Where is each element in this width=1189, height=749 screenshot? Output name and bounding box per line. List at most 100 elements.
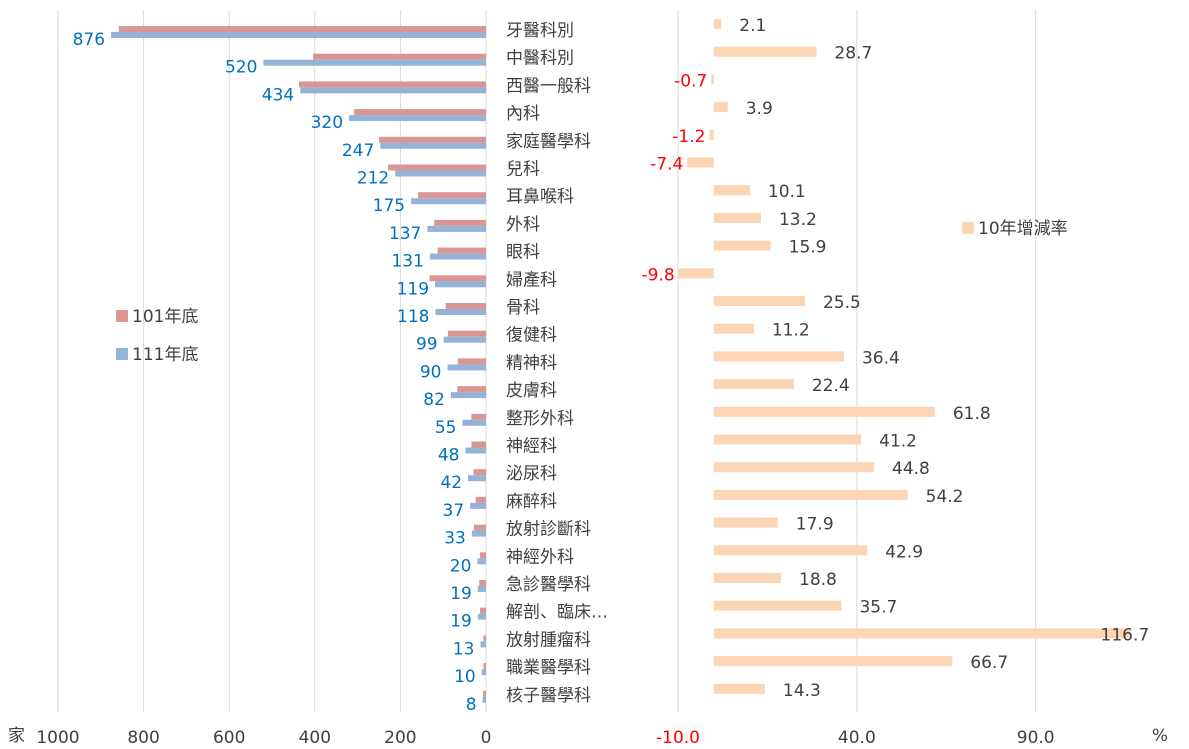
value-label: 33 bbox=[444, 529, 466, 549]
category-label: 牙醫科別 bbox=[506, 21, 574, 41]
legend-label: 111年底 bbox=[132, 345, 198, 365]
bar bbox=[711, 74, 714, 85]
bar bbox=[470, 502, 486, 509]
value-label: 10.1 bbox=[768, 182, 806, 202]
value-label: 41.2 bbox=[879, 432, 917, 452]
value-label: 520 bbox=[225, 58, 257, 78]
bar bbox=[713, 323, 754, 334]
bar bbox=[477, 613, 486, 620]
value-label: 15.9 bbox=[789, 238, 827, 258]
legend-swatch bbox=[962, 222, 974, 234]
value-label: 82 bbox=[423, 390, 445, 410]
value-label: 66.7 bbox=[970, 653, 1008, 673]
bar bbox=[462, 419, 486, 426]
bar bbox=[713, 240, 771, 251]
legend-swatch bbox=[116, 348, 128, 360]
bar bbox=[713, 462, 875, 473]
bar bbox=[349, 115, 486, 122]
value-label: 2.1 bbox=[739, 16, 766, 36]
category-label: 放射腫瘤科 bbox=[506, 630, 591, 650]
bar bbox=[713, 46, 817, 57]
bar bbox=[713, 489, 908, 500]
bar bbox=[480, 641, 486, 648]
value-label: 131 bbox=[391, 252, 423, 272]
bar bbox=[429, 253, 486, 260]
bar bbox=[471, 413, 486, 420]
category-label: 復健科 bbox=[506, 326, 557, 346]
legend-swatch bbox=[116, 310, 128, 322]
category-label: 麻醉科 bbox=[506, 492, 557, 512]
value-label: 175 bbox=[373, 196, 405, 216]
bar bbox=[435, 309, 486, 315]
bar bbox=[118, 26, 486, 32]
value-label: 19 bbox=[450, 612, 472, 632]
category-label: 婦產科 bbox=[506, 270, 557, 290]
value-label: 13 bbox=[453, 639, 475, 659]
bar bbox=[354, 109, 486, 116]
bar bbox=[477, 558, 486, 565]
x-tick-label: 800 bbox=[127, 728, 159, 748]
category-label: 精神科 bbox=[506, 353, 557, 373]
x-tick-label: 40.0 bbox=[838, 728, 876, 748]
bar bbox=[471, 441, 486, 448]
bar bbox=[450, 392, 486, 399]
bar bbox=[713, 573, 782, 583]
category-label: 耳鼻喉科 bbox=[506, 187, 574, 207]
category-label: 核子醫學科 bbox=[506, 686, 591, 706]
value-label: 35.7 bbox=[859, 598, 897, 618]
bar bbox=[443, 336, 486, 343]
bar bbox=[479, 580, 486, 586]
category-label: 內科 bbox=[506, 104, 540, 124]
legend-label: 10年增減率 bbox=[978, 219, 1068, 239]
value-label: 22.4 bbox=[812, 376, 850, 396]
category-label: 皮膚科 bbox=[506, 381, 557, 401]
x-axis-unit: 家 bbox=[8, 726, 25, 746]
value-label: 48 bbox=[438, 446, 460, 466]
value-label: 11.2 bbox=[772, 321, 810, 341]
value-label: 13.2 bbox=[779, 210, 817, 230]
value-label: 17.9 bbox=[796, 515, 834, 535]
value-label: 55 bbox=[435, 418, 457, 438]
bar bbox=[480, 552, 486, 559]
value-label: 10 bbox=[454, 667, 476, 687]
value-label: -7.4 bbox=[650, 155, 683, 175]
bar bbox=[713, 545, 868, 556]
bar bbox=[263, 59, 486, 66]
x-tick-label: -10.0 bbox=[656, 728, 700, 748]
bar bbox=[713, 351, 844, 362]
bar bbox=[473, 469, 486, 476]
value-label: 320 bbox=[311, 113, 343, 133]
category-label: 家庭醫學科 bbox=[506, 132, 591, 152]
value-label: 19 bbox=[450, 584, 472, 604]
bar bbox=[437, 247, 486, 254]
category-label: 中醫科別 bbox=[506, 49, 574, 69]
category-label: 西醫一般科 bbox=[506, 76, 591, 96]
category-label: 骨科 bbox=[506, 298, 540, 318]
value-label: 18.8 bbox=[799, 570, 837, 590]
category-label: 放射診斷科 bbox=[506, 520, 591, 540]
x-tick-label: 200 bbox=[384, 728, 416, 748]
bar bbox=[111, 32, 487, 38]
value-label: 54.2 bbox=[926, 487, 964, 507]
category-label: 職業醫學科 bbox=[506, 658, 591, 678]
category-label: 眼科 bbox=[506, 243, 540, 263]
category-label: 整形外科 bbox=[506, 409, 574, 429]
bar bbox=[713, 102, 728, 113]
bar bbox=[457, 386, 486, 393]
bar bbox=[713, 434, 862, 445]
value-label: 25.5 bbox=[823, 293, 861, 313]
value-label: -1.2 bbox=[672, 127, 705, 147]
bar bbox=[713, 656, 953, 667]
bar bbox=[447, 330, 486, 337]
value-label: 37 bbox=[443, 501, 465, 521]
bar bbox=[483, 690, 486, 697]
value-label: -0.7 bbox=[674, 71, 707, 91]
bar bbox=[471, 530, 486, 537]
value-label: 42.9 bbox=[885, 542, 923, 562]
x-tick-label: 400 bbox=[299, 728, 331, 748]
value-label: 14.3 bbox=[783, 681, 821, 701]
bar bbox=[387, 164, 486, 171]
bar bbox=[713, 379, 794, 390]
bar bbox=[477, 586, 486, 592]
